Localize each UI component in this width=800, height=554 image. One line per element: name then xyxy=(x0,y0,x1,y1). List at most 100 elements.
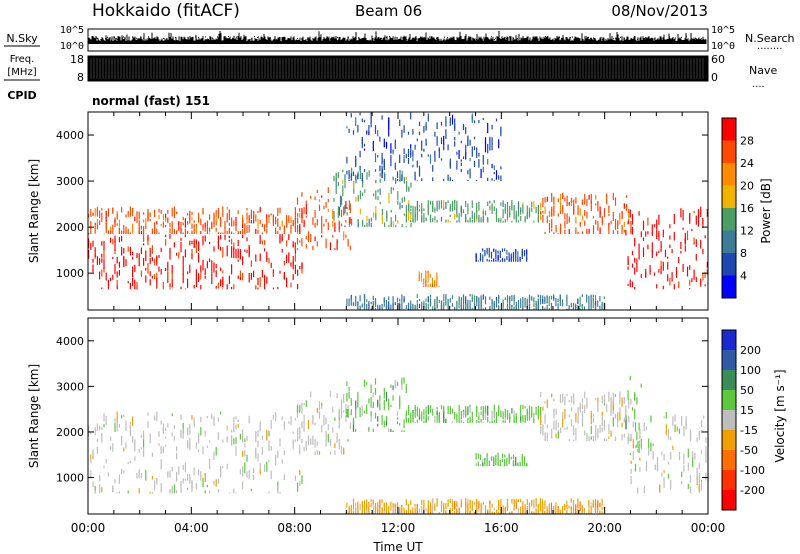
scatter-cell xyxy=(704,272,706,278)
power-colorbar-swatch xyxy=(722,208,736,231)
scatter-cell xyxy=(318,204,321,211)
noise-dot xyxy=(513,37,514,39)
scatter-cell xyxy=(553,420,555,430)
scatter-cell xyxy=(143,446,145,457)
scatter-cell xyxy=(176,452,178,460)
scatter-cell xyxy=(649,265,651,272)
scatter-cell xyxy=(484,506,487,514)
scatter-cell xyxy=(361,504,363,514)
scatter-cell xyxy=(445,202,447,209)
scatter-cell xyxy=(193,467,195,476)
scatter-cell xyxy=(242,481,244,489)
scatter-cell xyxy=(631,250,634,256)
scatter-cell xyxy=(246,220,248,225)
noise-dot xyxy=(381,37,382,39)
scatter-cell xyxy=(662,229,664,238)
scatter-cell xyxy=(575,413,577,423)
scatter-cell xyxy=(277,286,279,290)
scatter-cell xyxy=(237,239,239,247)
scatter-cell xyxy=(195,442,197,449)
scatter-cell xyxy=(385,416,388,426)
scatter-cell xyxy=(546,506,548,513)
scatter-cell xyxy=(363,295,366,306)
scatter-cell xyxy=(116,213,118,220)
scatter-cell xyxy=(691,228,693,232)
scatter-cell xyxy=(412,410,414,416)
scatter-cell xyxy=(145,218,147,227)
scatter-cell xyxy=(114,263,116,275)
scatter-cell xyxy=(408,186,410,192)
scatter-cell xyxy=(121,437,123,446)
scatter-cell xyxy=(325,438,327,444)
scatter-cell xyxy=(420,278,423,282)
scatter-cell xyxy=(242,466,244,477)
scatter-cell xyxy=(595,398,597,401)
scatter-cell xyxy=(581,304,583,310)
scatter-cell xyxy=(449,214,451,217)
scatter-cell xyxy=(257,210,259,213)
scatter-cell xyxy=(266,228,268,234)
scatter-cell xyxy=(372,503,374,514)
scatter-cell xyxy=(634,422,637,432)
scatter-cell xyxy=(528,294,531,304)
scatter-cell xyxy=(110,277,112,281)
scatter-cell xyxy=(154,274,156,279)
scatter-cell xyxy=(551,209,553,217)
scatter-cell xyxy=(526,253,528,261)
scatter-cell xyxy=(689,265,691,270)
scatter-cell xyxy=(698,483,700,493)
scatter-cell xyxy=(312,245,314,251)
scatter-cell xyxy=(482,166,484,173)
scatter-cell xyxy=(456,220,458,223)
scatter-cell xyxy=(99,425,101,431)
scatter-cell xyxy=(427,113,429,122)
scatter-cell xyxy=(630,468,632,474)
scatter-cell xyxy=(570,200,573,206)
scatter-cell xyxy=(410,300,412,305)
scatter-cell xyxy=(513,306,515,310)
scatter-cell xyxy=(231,264,233,275)
noise-dot xyxy=(351,38,352,40)
scatter-cell xyxy=(542,424,544,431)
scatter-cell xyxy=(475,254,477,262)
scatter-cell xyxy=(226,463,228,470)
scatter-cell xyxy=(562,193,564,200)
scatter-cell xyxy=(250,260,252,267)
scatter-cell xyxy=(533,418,535,423)
velocity-y-label: Slant Range [km] xyxy=(27,364,41,468)
scatter-cell xyxy=(495,260,497,262)
scatter-cell xyxy=(297,284,299,290)
scatter-cell xyxy=(523,251,526,257)
scatter-cell xyxy=(401,205,403,209)
scatter-cell xyxy=(423,503,425,512)
scatter-cell xyxy=(114,235,116,244)
scatter-cell xyxy=(204,235,206,242)
scatter-cell xyxy=(586,211,588,219)
scatter-cell xyxy=(493,404,495,414)
scatter-cell xyxy=(603,419,606,431)
scatter-cell xyxy=(579,308,581,310)
scatter-cell xyxy=(384,222,386,228)
scatter-cell xyxy=(621,422,623,428)
scatter-cell xyxy=(314,451,316,455)
scatter-cell xyxy=(266,461,268,472)
scatter-cell xyxy=(506,212,509,220)
velocity-colorbar-tick: -200 xyxy=(740,484,765,497)
scatter-cell xyxy=(187,230,189,234)
scatter-cell xyxy=(204,268,206,276)
scatter-cell xyxy=(363,504,366,514)
scatter-cell xyxy=(584,209,586,216)
noise-dot xyxy=(491,36,492,38)
scatter-cell xyxy=(432,505,434,514)
scatter-cell xyxy=(625,405,627,415)
scatter-cell xyxy=(557,298,559,303)
scatter-cell xyxy=(637,449,639,452)
scatter-cell xyxy=(412,164,414,168)
scatter-cell xyxy=(169,288,171,290)
scatter-cell xyxy=(325,238,327,249)
scatter-cell xyxy=(500,166,502,170)
scatter-cell xyxy=(215,447,217,456)
scatter-cell xyxy=(401,224,403,228)
scatter-cell xyxy=(187,221,189,225)
scatter-cell xyxy=(101,487,103,493)
